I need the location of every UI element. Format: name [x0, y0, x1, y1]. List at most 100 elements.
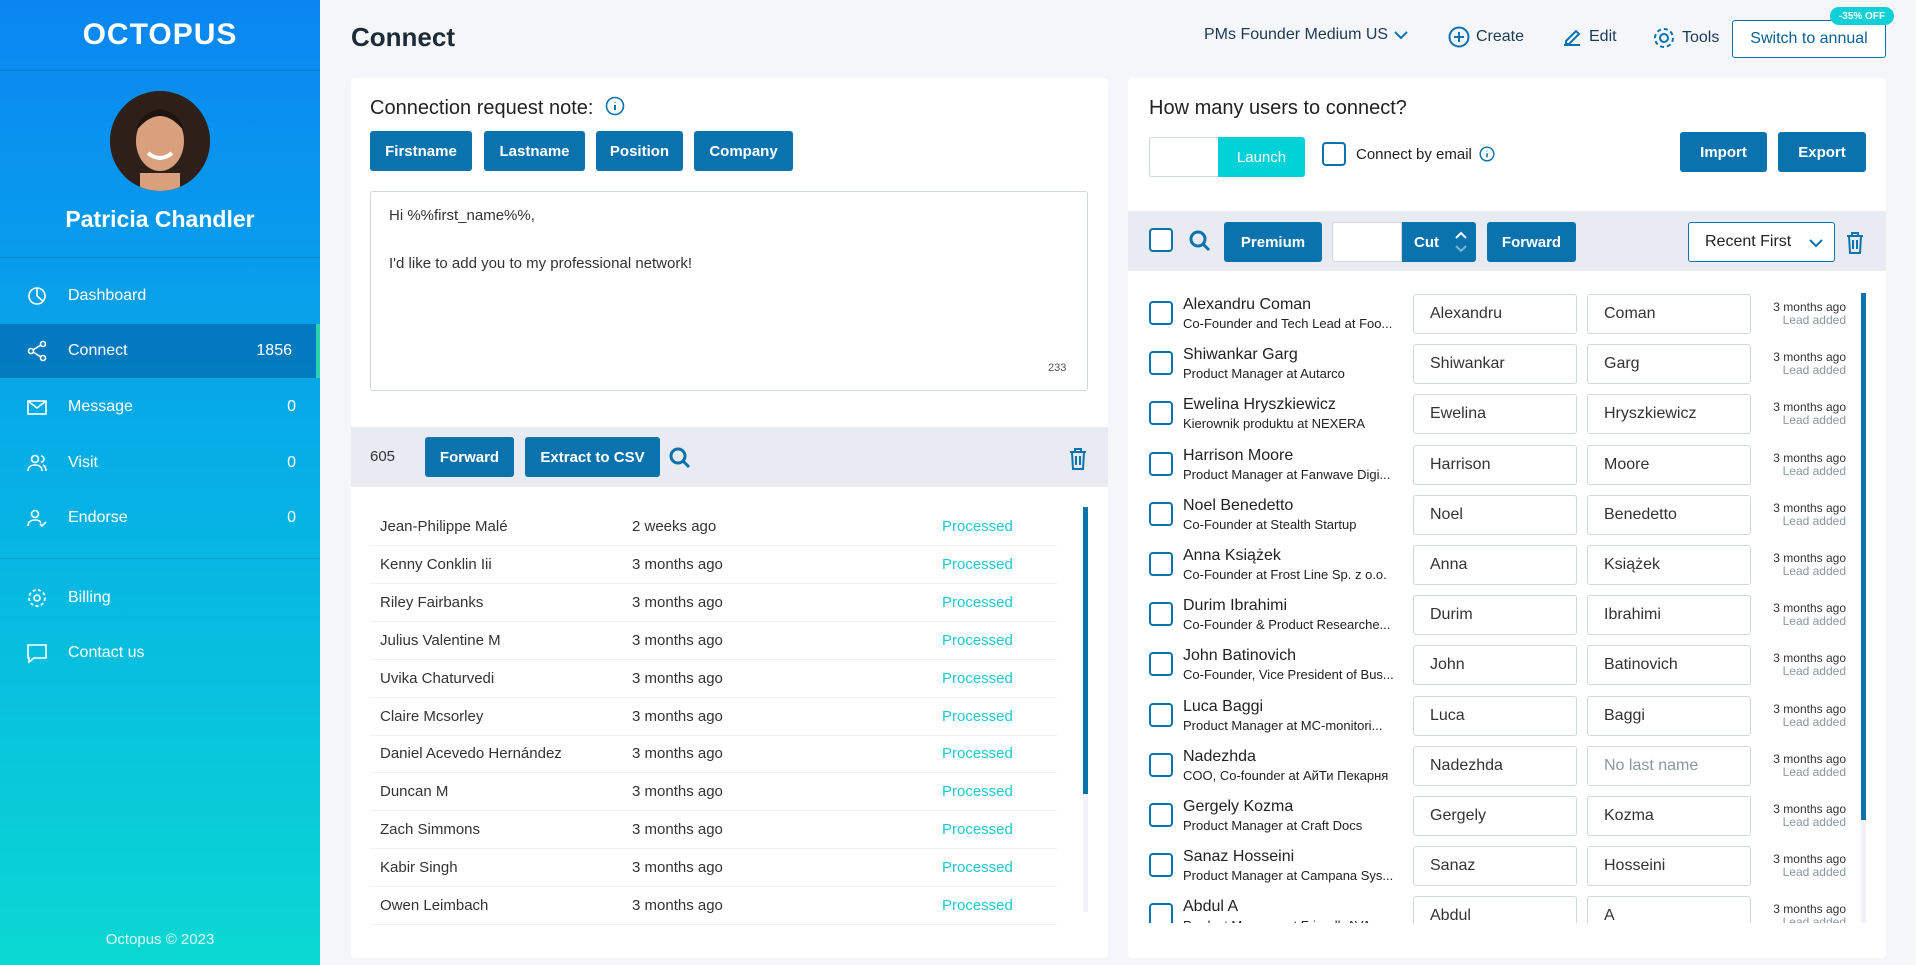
sidebar-item-billing[interactable]: Billing: [0, 571, 320, 625]
lead-name: Durim Ibrahimi: [1183, 597, 1288, 615]
last-name-input[interactable]: Benedetto: [1587, 494, 1751, 535]
scrollbar-thumb[interactable]: [1861, 293, 1866, 820]
lead-checkbox[interactable]: [1149, 501, 1173, 526]
search-icon[interactable]: [1188, 229, 1212, 253]
create-button[interactable]: Create: [1448, 26, 1524, 48]
select-all-checkbox[interactable]: [1149, 228, 1173, 252]
lead-position: Co-Founder at Stealth Startup: [1183, 516, 1357, 532]
lead-checkbox[interactable]: [1149, 351, 1173, 376]
last-name-input[interactable]: A: [1587, 896, 1751, 923]
last-name-input[interactable]: Książek: [1587, 545, 1751, 585]
extract-csv-button[interactable]: Extract to CSV: [525, 437, 660, 477]
import-button[interactable]: Import: [1680, 132, 1767, 172]
logo[interactable]: OCTOPUS: [0, 0, 320, 71]
last-name-input[interactable]: Ibrahimi: [1587, 595, 1751, 636]
lead-checkbox[interactable]: [1149, 552, 1173, 576]
lead-checkbox[interactable]: [1149, 853, 1173, 878]
processed-name: Daniel Acevedo Hernández: [380, 745, 562, 763]
first-name-input[interactable]: Gergely: [1413, 796, 1577, 836]
last-name-input[interactable]: Hosseini: [1587, 846, 1751, 887]
sidebar-item-visit[interactable]: Visit 0: [0, 436, 320, 490]
info-icon[interactable]: [1479, 146, 1495, 162]
campaign-select[interactable]: PMs Founder Medium US: [1204, 26, 1408, 44]
sidebar-item-endorse[interactable]: Endorse 0: [0, 491, 320, 545]
cut-count-input[interactable]: [1332, 222, 1402, 262]
last-name-input[interactable]: Moore: [1587, 444, 1751, 485]
create-label: Create: [1476, 28, 1525, 45]
processed-row[interactable]: Julius Valentine M 3 months ago Processe…: [370, 622, 1057, 660]
tag-position-button[interactable]: Position: [596, 131, 683, 171]
lead-status: Lead added: [1782, 413, 1846, 428]
lead-checkbox[interactable]: [1149, 803, 1173, 827]
first-name-input[interactable]: Abdul: [1413, 896, 1577, 923]
forward-button[interactable]: Forward: [1487, 222, 1576, 262]
trash-icon[interactable]: [1068, 447, 1088, 471]
premium-button[interactable]: Premium: [1224, 222, 1322, 262]
first-name-input[interactable]: Alexandru: [1413, 294, 1577, 334]
tools-button[interactable]: Tools: [1652, 26, 1719, 50]
launch-button[interactable]: Launch: [1218, 137, 1305, 177]
lead-name: Alexandru Coman: [1183, 296, 1312, 313]
gear-icon: [1654, 28, 1674, 48]
lead-checkbox[interactable]: [1149, 451, 1173, 476]
last-name-input[interactable]: Kozma: [1587, 796, 1751, 836]
note-textarea[interactable]: Hi %%first_name%%, I'd like to add you t…: [370, 191, 1088, 391]
last-name-input[interactable]: No last name: [1587, 745, 1751, 786]
last-name-input[interactable]: Batinovich: [1587, 645, 1751, 686]
processed-name: Zach Simmons: [380, 821, 481, 839]
processed-row[interactable]: Jean-Philippe Malé 2 weeks ago Processed: [370, 508, 1057, 546]
trash-icon[interactable]: [1845, 231, 1865, 255]
first-name-input[interactable]: Noel: [1413, 494, 1577, 535]
processed-row[interactable]: Uvika Chaturvedi 3 months ago Processed: [370, 660, 1057, 698]
last-name-input[interactable]: Garg: [1587, 344, 1751, 385]
forward-button[interactable]: Forward: [425, 437, 514, 477]
last-name-input[interactable]: Baggi: [1587, 695, 1751, 736]
divider: [0, 257, 320, 258]
first-name-input[interactable]: Anna: [1413, 545, 1577, 585]
lead-checkbox[interactable]: [1149, 401, 1173, 426]
tag-lastname-button[interactable]: Lastname: [484, 131, 585, 171]
scrollbar-thumb[interactable]: [1083, 507, 1088, 794]
lead-checkbox[interactable]: [1149, 652, 1173, 677]
switch-to-annual-button[interactable]: Switch to annual: [1732, 20, 1886, 58]
processed-row[interactable]: Zach Simmons 3 months ago Processed: [370, 811, 1057, 850]
first-name-input[interactable]: John: [1413, 645, 1577, 686]
sidebar-item-connect[interactable]: Connect 1856: [0, 324, 320, 378]
sidebar-item-message[interactable]: Message 0: [0, 380, 320, 434]
first-name-input[interactable]: Durim: [1413, 595, 1577, 636]
first-name-input[interactable]: Luca: [1413, 695, 1577, 736]
info-icon[interactable]: [605, 96, 625, 116]
search-icon[interactable]: [668, 446, 692, 470]
lead-checkbox[interactable]: [1149, 903, 1173, 923]
tag-company-button[interactable]: Company: [694, 131, 793, 171]
first-name-input[interactable]: Harrison: [1413, 444, 1577, 485]
lead-checkbox[interactable]: [1149, 752, 1173, 777]
processed-row[interactable]: Claire Mcsorley 3 months ago Processed: [370, 698, 1057, 736]
tag-firstname-button[interactable]: Firstname: [370, 131, 472, 171]
processed-row[interactable]: Kenny Conklin Iii 3 months ago Processed: [370, 546, 1057, 584]
sort-select[interactable]: Recent First: [1688, 222, 1835, 262]
export-button[interactable]: Export: [1778, 132, 1866, 172]
processed-row[interactable]: Owen Leimbach 3 months ago Processed: [370, 887, 1057, 925]
stepper-arrows-icon[interactable]: [1454, 230, 1468, 254]
lead-checkbox[interactable]: [1149, 301, 1173, 325]
sidebar-item-dashboard[interactable]: Dashboard: [0, 269, 320, 323]
processed-row[interactable]: Duncan M 3 months ago Processed: [370, 773, 1057, 812]
sidebar-item-contact-us[interactable]: Contact us: [0, 626, 320, 680]
connect-by-email-checkbox[interactable]: [1322, 142, 1346, 166]
processed-row[interactable]: Daniel Acevedo Hernández 3 months ago Pr…: [370, 735, 1057, 774]
last-name-input[interactable]: Coman: [1587, 294, 1751, 334]
lead-row: Sanaz Hosseini Product Manager at Campan…: [1149, 844, 1849, 894]
first-name-input[interactable]: Nadezhda: [1413, 745, 1577, 786]
processed-row[interactable]: Riley Fairbanks 3 months ago Processed: [370, 584, 1057, 622]
first-name-input[interactable]: Sanaz: [1413, 846, 1577, 887]
lead-checkbox[interactable]: [1149, 602, 1173, 627]
last-name-input[interactable]: Hryszkiewicz: [1587, 394, 1751, 435]
first-name-input[interactable]: Ewelina: [1413, 394, 1577, 435]
cut-button[interactable]: Cut: [1402, 222, 1476, 262]
first-name-input[interactable]: Shiwankar: [1413, 344, 1577, 385]
users-count-input[interactable]: [1149, 137, 1219, 177]
processed-row[interactable]: Kabir Singh 3 months ago Processed: [370, 849, 1057, 888]
lead-checkbox[interactable]: [1149, 702, 1173, 727]
edit-button[interactable]: Edit: [1561, 26, 1617, 48]
